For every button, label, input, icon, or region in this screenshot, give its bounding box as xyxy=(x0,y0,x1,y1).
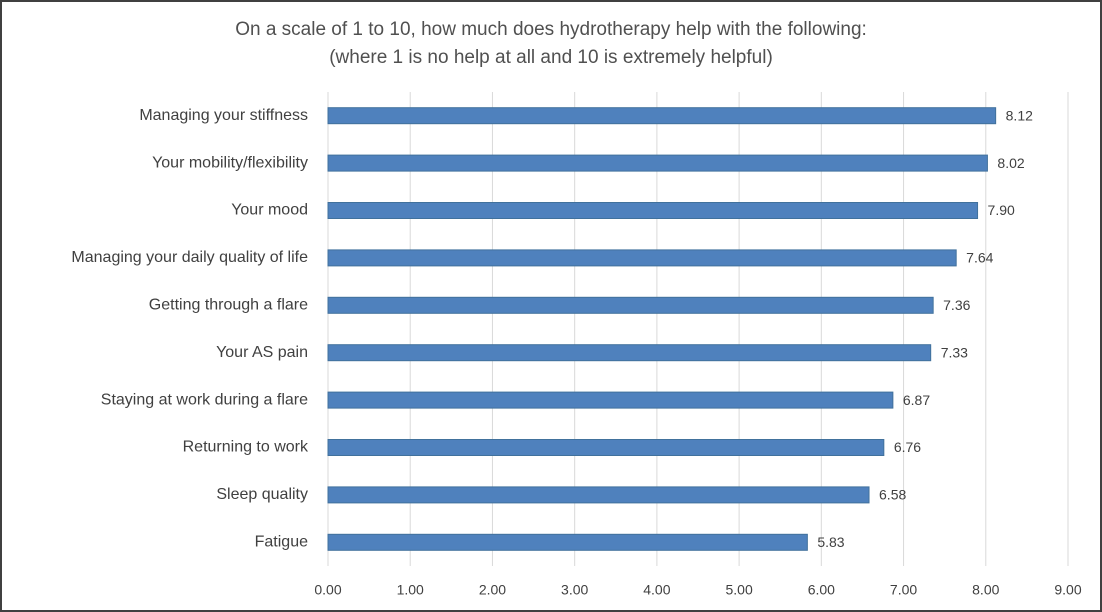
value-label: 8.02 xyxy=(997,155,1024,171)
bar xyxy=(327,533,808,551)
y-tick-label: Your mobility/flexibility xyxy=(152,154,308,171)
bar xyxy=(327,107,997,125)
bar xyxy=(327,391,894,409)
x-tick-label: 2.00 xyxy=(479,582,506,598)
value-label: 7.90 xyxy=(988,202,1015,218)
y-tick-label: Sleep quality xyxy=(216,486,308,503)
y-tick-label: Managing your daily quality of life xyxy=(71,249,308,266)
bar xyxy=(327,202,979,219)
bar xyxy=(327,154,988,172)
value-label: 8.12 xyxy=(1006,107,1033,123)
y-tick-label: Fatigue xyxy=(255,534,308,551)
x-tick-label: 0.00 xyxy=(314,582,341,598)
x-tick-label: 4.00 xyxy=(643,582,670,598)
bar xyxy=(327,249,957,267)
y-tick-label: Your AS pain xyxy=(216,344,308,361)
x-tick-label: 6.00 xyxy=(808,582,835,598)
bar xyxy=(327,439,885,456)
y-tick-label: Getting through a flare xyxy=(149,297,308,314)
value-label: 6.58 xyxy=(879,487,906,503)
bar xyxy=(327,296,934,314)
x-tick-label: 5.00 xyxy=(725,582,752,598)
chart-subtitle: (where 1 is no help at all and 10 is ext… xyxy=(329,47,773,68)
bar xyxy=(327,344,932,362)
value-label: 7.64 xyxy=(966,250,993,266)
value-label: 7.36 xyxy=(943,297,970,313)
x-tick-label: 1.00 xyxy=(397,582,424,598)
value-label: 5.83 xyxy=(817,534,844,550)
x-tick-label: 9.00 xyxy=(1054,582,1081,598)
chart-title: On a scale of 1 to 10, how much does hyd… xyxy=(235,19,867,40)
x-tick-label: 8.00 xyxy=(972,582,999,598)
y-tick-label: Returning to work xyxy=(183,439,309,456)
y-tick-label: Staying at work during a flare xyxy=(101,391,308,408)
value-label: 7.33 xyxy=(941,344,968,360)
x-tick-label: 3.00 xyxy=(561,582,588,598)
bar xyxy=(327,486,870,504)
y-tick-label: Managing your stiffness xyxy=(139,107,308,124)
y-tick-label: Your mood xyxy=(231,202,308,219)
value-label: 6.87 xyxy=(903,392,930,408)
value-label: 6.76 xyxy=(894,439,921,455)
x-tick-label: 7.00 xyxy=(890,582,917,598)
